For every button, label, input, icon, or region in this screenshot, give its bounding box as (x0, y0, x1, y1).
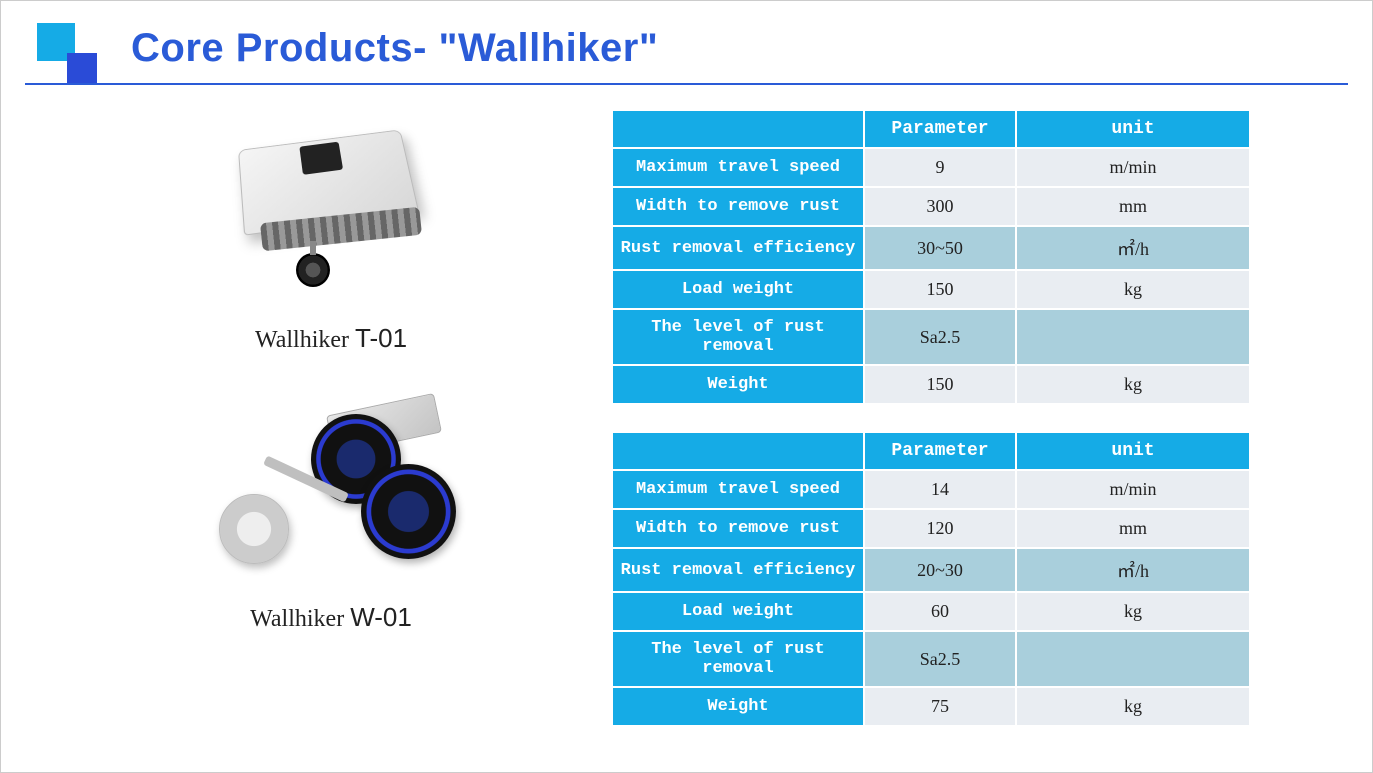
product-w01: Wallhiker W-01 (201, 384, 461, 633)
row-value: 20~30 (865, 549, 1015, 591)
row-value: Sa2.5 (865, 632, 1015, 686)
row-label: Weight (613, 688, 863, 725)
table-header-row: Parameter unit (613, 111, 1249, 147)
table-header-row: Parameter unit (613, 433, 1249, 469)
logo-icon (37, 23, 97, 83)
spec-table-w01: Parameter unit Maximum travel speed 14 m… (611, 431, 1251, 727)
caption-model: T-01 (355, 323, 407, 353)
caption-prefix: Wallhiker (250, 606, 350, 632)
header-blank (613, 111, 863, 147)
row-unit: m/min (1017, 149, 1249, 186)
row-value: 9 (865, 149, 1015, 186)
tables-column: Parameter unit Maximum travel speed 9 m/… (611, 105, 1312, 727)
row-unit: kg (1017, 271, 1249, 308)
product-w01-image (201, 384, 461, 584)
table-row: Weight 75 kg (613, 688, 1249, 725)
table-row: Rust removal efficiency 30~50 ㎡/h (613, 227, 1249, 269)
row-label: Rust removal efficiency (613, 549, 863, 591)
row-unit: ㎡/h (1017, 549, 1249, 591)
table-row: Maximum travel speed 14 m/min (613, 471, 1249, 508)
row-value: 30~50 (865, 227, 1015, 269)
header-unit: unit (1017, 433, 1249, 469)
caption-model: W-01 (350, 602, 412, 632)
product-t01-caption: Wallhiker T-01 (201, 323, 461, 354)
row-label: Rust removal efficiency (613, 227, 863, 269)
header-blank (613, 433, 863, 469)
table-row: Load weight 60 kg (613, 593, 1249, 630)
row-label: Weight (613, 366, 863, 403)
row-unit: kg (1017, 593, 1249, 630)
table-row: Weight 150 kg (613, 366, 1249, 403)
row-unit: ㎡/h (1017, 227, 1249, 269)
row-unit: kg (1017, 688, 1249, 725)
header-parameter: Parameter (865, 111, 1015, 147)
row-value: 150 (865, 366, 1015, 403)
product-t01-image (201, 105, 461, 305)
table-row: Width to remove rust 300 mm (613, 188, 1249, 225)
row-unit: m/min (1017, 471, 1249, 508)
row-value: 75 (865, 688, 1015, 725)
product-w01-caption: Wallhiker W-01 (201, 602, 461, 633)
spec-table-t01: Parameter unit Maximum travel speed 9 m/… (611, 109, 1251, 405)
row-label: Maximum travel speed (613, 149, 863, 186)
row-unit: mm (1017, 188, 1249, 225)
caption-prefix: Wallhiker (255, 327, 355, 353)
row-label: Load weight (613, 271, 863, 308)
table-row: Width to remove rust 120 mm (613, 510, 1249, 547)
row-label: Width to remove rust (613, 188, 863, 225)
row-unit (1017, 632, 1249, 686)
row-label: The level of rust removal (613, 310, 863, 364)
row-label: Maximum travel speed (613, 471, 863, 508)
row-label: Load weight (613, 593, 863, 630)
row-unit (1017, 310, 1249, 364)
header-parameter: Parameter (865, 433, 1015, 469)
table-row: The level of rust removal Sa2.5 (613, 632, 1249, 686)
slide-header: Core Products- "Wallhiker" (1, 1, 1372, 71)
row-value: 120 (865, 510, 1015, 547)
row-unit: mm (1017, 510, 1249, 547)
products-column: Wallhiker T-01 Wallhiker W-01 (81, 105, 581, 727)
page-title: Core Products- "Wallhiker" (131, 26, 1372, 71)
row-value: Sa2.5 (865, 310, 1015, 364)
row-value: 300 (865, 188, 1015, 225)
row-label: The level of rust removal (613, 632, 863, 686)
table-row: Maximum travel speed 9 m/min (613, 149, 1249, 186)
row-value: 60 (865, 593, 1015, 630)
row-unit: kg (1017, 366, 1249, 403)
table-row: The level of rust removal Sa2.5 (613, 310, 1249, 364)
row-value: 150 (865, 271, 1015, 308)
table-row: Load weight 150 kg (613, 271, 1249, 308)
header-unit: unit (1017, 111, 1249, 147)
row-label: Width to remove rust (613, 510, 863, 547)
table-row: Rust removal efficiency 20~30 ㎡/h (613, 549, 1249, 591)
content-area: Wallhiker T-01 Wallhiker W-01 (1, 85, 1372, 727)
row-value: 14 (865, 471, 1015, 508)
product-t01: Wallhiker T-01 (201, 105, 461, 354)
